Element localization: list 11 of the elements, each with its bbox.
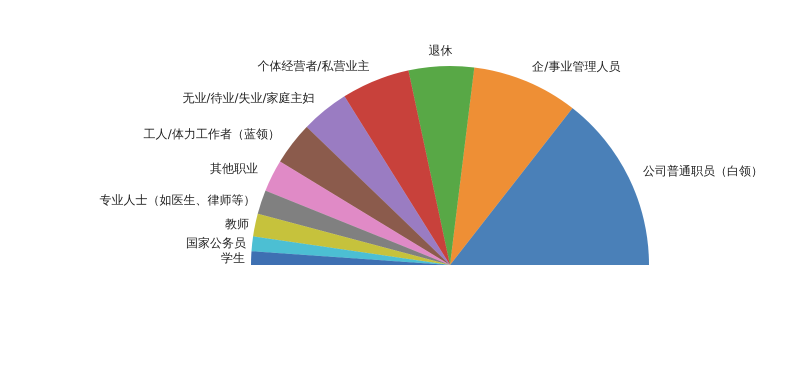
slice-label: 个体经营者/私营业主 <box>257 58 370 73</box>
slice-label: 专业人士（如医生、律师等） <box>100 193 256 208</box>
slice-label: 工人/体力工作者（蓝领） <box>144 126 280 141</box>
slice-label: 学生 <box>221 250 246 265</box>
slice-label: 无业/待业/失业/家庭主妇 <box>182 91 315 106</box>
slice-label: 其他职业 <box>210 162 258 176</box>
slice-label: 退休 <box>428 43 453 58</box>
slice-label: 教师 <box>225 216 250 231</box>
slice-label: 国家公务员 <box>186 236 246 250</box>
slice-label: 企/事业管理人员 <box>532 59 620 74</box>
slice-label: 公司普通职员（白领） <box>643 164 764 178</box>
